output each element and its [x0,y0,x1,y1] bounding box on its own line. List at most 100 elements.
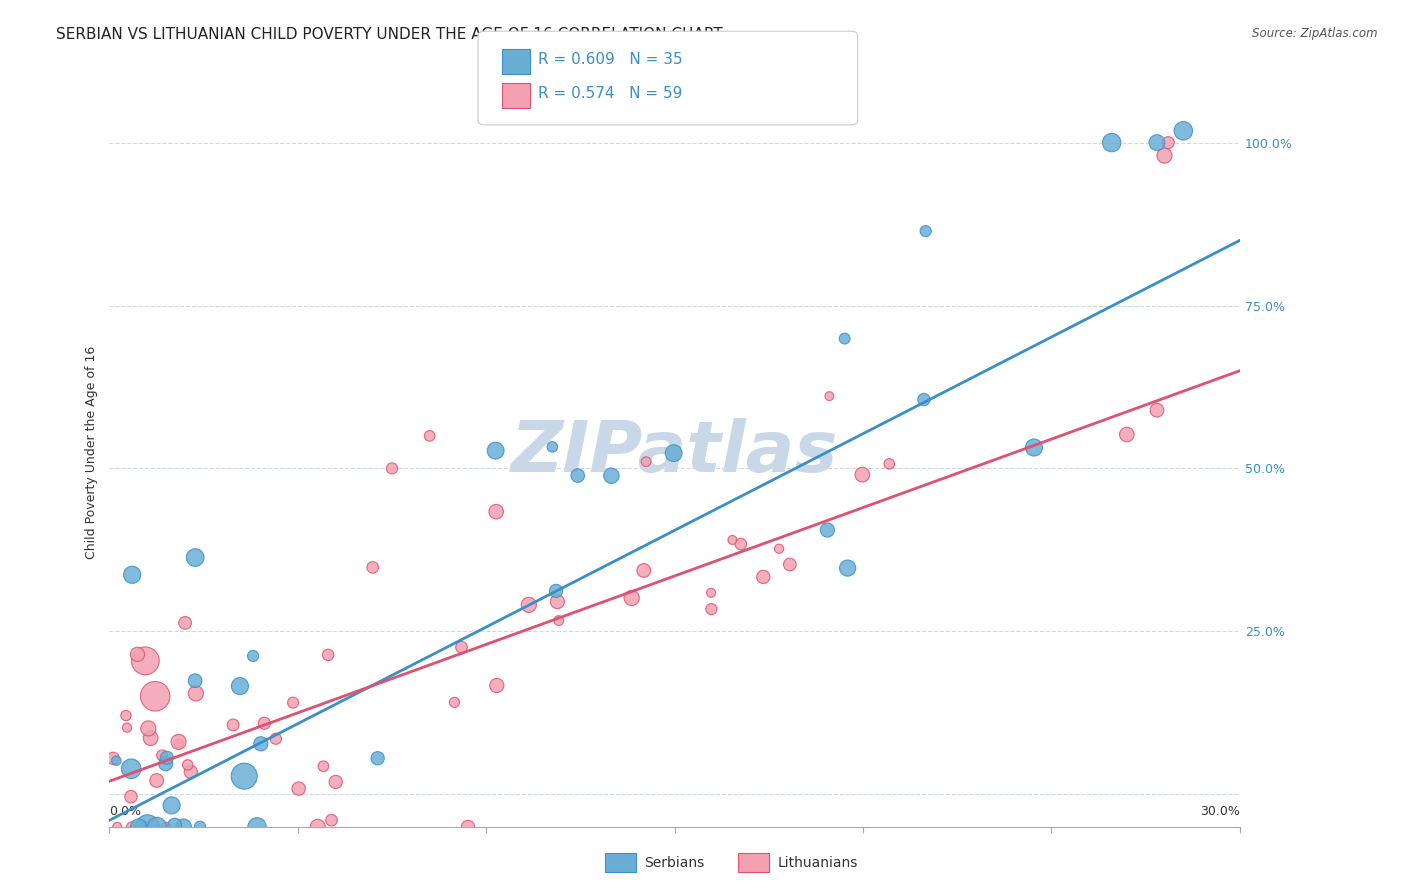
Point [105,754,128,768]
Point [127,648,149,662]
Point [321,813,343,827]
Text: Serbians: Serbians [644,855,704,870]
Point [246,820,269,834]
Point [851,467,873,482]
Point [381,461,404,475]
Point [1022,441,1045,455]
Point [128,820,150,834]
Point [419,429,441,443]
Point [145,773,167,788]
Point [184,550,207,565]
Point [138,722,160,736]
Text: SERBIAN VS LITHUANIAN CHILD POVERTY UNDER THE AGE OF 16 CORRELATION CHART: SERBIAN VS LITHUANIAN CHILD POVERTY UNDE… [56,27,723,42]
Point [1115,427,1137,442]
Point [156,751,179,765]
Point [163,818,186,832]
Text: ZIPatlas: ZIPatlas [510,417,838,487]
Point [485,443,508,458]
Point [544,583,567,598]
Point [485,678,508,692]
Point [131,820,153,834]
Point [222,718,245,732]
Point [546,594,568,608]
Point [1157,136,1180,150]
Point [752,570,775,584]
Point [184,673,207,688]
Text: Source: ZipAtlas.com: Source: ZipAtlas.com [1253,27,1378,40]
Point [233,769,256,783]
Point [160,798,183,813]
Point [1146,403,1168,417]
Point [768,541,790,556]
Point [312,759,335,773]
Point [167,735,190,749]
Point [818,389,841,403]
Point [912,392,935,407]
Point [1173,124,1195,138]
Point [721,533,744,547]
Text: R = 0.574   N = 59: R = 0.574 N = 59 [538,87,683,101]
Point [600,468,623,483]
Point [567,468,589,483]
Point [105,820,128,834]
Point [779,558,801,572]
Point [143,690,166,704]
Point [700,602,723,616]
Point [620,591,643,605]
Text: Lithuanians: Lithuanians [778,855,858,870]
Text: 0.0%: 0.0% [110,805,142,818]
Text: R = 0.609   N = 35: R = 0.609 N = 35 [538,53,683,67]
Point [287,781,309,796]
Point [541,440,564,454]
Point [121,567,143,582]
Point [176,758,198,772]
Point [316,648,339,662]
Point [443,695,465,709]
Point [450,640,472,655]
Point [914,224,936,238]
Point [361,560,384,574]
Point [636,455,658,469]
Point [146,820,169,834]
Point [155,756,177,771]
Point [633,564,655,578]
Point [730,537,752,551]
Point [136,820,159,834]
Y-axis label: Child Poverty Under the Age of 16: Child Poverty Under the Age of 16 [86,345,98,558]
Point [250,737,273,751]
Point [174,615,197,630]
Point [457,820,479,834]
Point [115,721,138,735]
Point [837,561,859,575]
Point [877,457,900,471]
Point [1153,148,1175,162]
Point [367,751,389,765]
Point [700,586,723,600]
Point [815,523,838,537]
Point [180,764,202,779]
Point [547,614,569,628]
Point [264,731,287,746]
Point [1146,136,1168,150]
Point [662,446,685,460]
Point [307,820,329,834]
Point [101,751,124,765]
Point [139,731,162,745]
Point [120,762,142,776]
Point [120,789,142,804]
Point [120,820,142,834]
Point [167,737,190,751]
Point [188,820,211,834]
Point [485,505,508,519]
Point [229,679,252,693]
Point [173,820,195,834]
Point [281,696,304,710]
Text: 30.0%: 30.0% [1199,805,1240,818]
Point [115,708,138,723]
Point [834,332,856,346]
Point [253,716,276,731]
Point [155,820,177,834]
Point [150,748,173,763]
Point [184,686,207,700]
Point [242,648,264,663]
